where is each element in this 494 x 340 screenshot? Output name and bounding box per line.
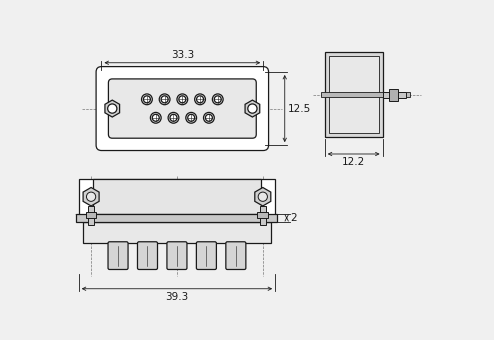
Bar xyxy=(77,214,278,222)
Bar xyxy=(329,56,379,133)
Polygon shape xyxy=(83,187,99,206)
Bar xyxy=(406,92,410,97)
Circle shape xyxy=(258,192,267,201)
Bar xyxy=(260,206,266,225)
Text: 12.2: 12.2 xyxy=(342,157,365,167)
Text: 12.5: 12.5 xyxy=(288,104,311,114)
Circle shape xyxy=(179,96,186,103)
Circle shape xyxy=(170,114,177,121)
FancyBboxPatch shape xyxy=(137,242,158,270)
Text: 33.3: 33.3 xyxy=(171,50,194,61)
Text: 39.3: 39.3 xyxy=(165,292,189,302)
Circle shape xyxy=(204,113,214,123)
FancyBboxPatch shape xyxy=(167,242,187,270)
Circle shape xyxy=(197,96,204,103)
Circle shape xyxy=(143,96,150,103)
Bar xyxy=(382,91,406,98)
Bar xyxy=(321,92,386,97)
Polygon shape xyxy=(255,187,271,206)
Circle shape xyxy=(108,104,117,113)
Bar xyxy=(82,222,271,243)
Circle shape xyxy=(206,114,212,121)
Circle shape xyxy=(212,94,223,105)
Bar xyxy=(93,180,261,214)
Circle shape xyxy=(214,96,221,103)
Circle shape xyxy=(186,113,197,123)
Circle shape xyxy=(159,94,170,105)
Circle shape xyxy=(161,96,168,103)
Bar xyxy=(325,52,382,137)
Bar xyxy=(79,180,275,221)
FancyBboxPatch shape xyxy=(96,67,269,151)
Circle shape xyxy=(177,94,188,105)
Circle shape xyxy=(150,113,161,123)
Circle shape xyxy=(188,114,195,121)
Circle shape xyxy=(195,94,206,105)
FancyBboxPatch shape xyxy=(197,242,216,270)
FancyBboxPatch shape xyxy=(108,242,128,270)
Bar xyxy=(389,88,398,101)
Circle shape xyxy=(248,104,257,113)
Bar xyxy=(88,206,94,225)
Circle shape xyxy=(168,113,179,123)
Circle shape xyxy=(141,94,152,105)
Circle shape xyxy=(86,192,96,201)
Text: 2: 2 xyxy=(290,213,296,223)
Polygon shape xyxy=(245,100,260,117)
Bar xyxy=(85,212,96,218)
Bar xyxy=(257,212,268,218)
FancyBboxPatch shape xyxy=(226,242,246,270)
Polygon shape xyxy=(105,100,120,117)
Circle shape xyxy=(152,114,159,121)
FancyBboxPatch shape xyxy=(108,79,256,138)
